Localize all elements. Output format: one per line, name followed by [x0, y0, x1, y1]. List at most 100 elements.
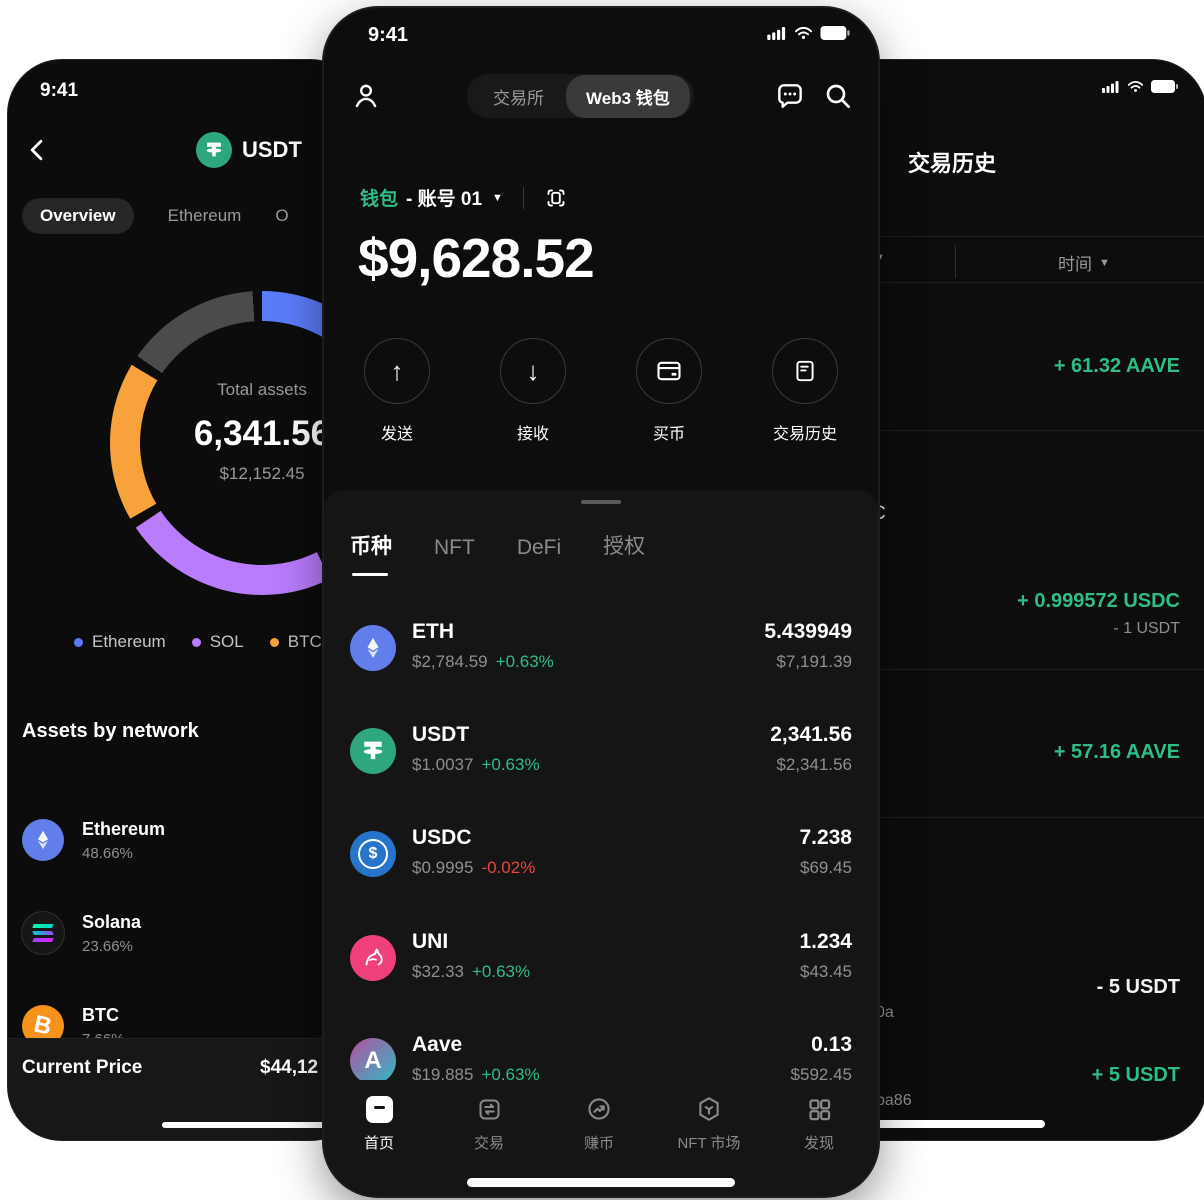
document-icon	[796, 360, 814, 382]
tab-exchange[interactable]: 交易所	[493, 88, 544, 108]
token-symbol: UNI	[412, 930, 449, 953]
network-row-ethereum[interactable]: Ethereum 48.66%	[22, 808, 352, 872]
chat-icon	[778, 84, 802, 108]
tx-amount: + 57.16 AAVE	[1053, 741, 1180, 763]
token-symbol: USDT	[412, 723, 470, 746]
token-row-aave[interactable]: A Aave $19.885 +0.63% 0.13 $592.45	[324, 1011, 878, 1115]
nft-icon	[654, 1094, 764, 1124]
tab-nft[interactable]: NFT	[434, 536, 475, 559]
network-name: Ethereum	[82, 818, 166, 839]
back-button[interactable]	[24, 136, 52, 164]
account-label: - 账号 01	[406, 189, 483, 210]
tab-overview[interactable]: Overview	[22, 198, 134, 234]
donut-center-labels: Total assets 6,341.56 $12,152.45	[110, 380, 364, 484]
uni-icon	[350, 935, 396, 981]
tab-coins[interactable]: 币种	[350, 530, 392, 576]
tx-secondary: - 1 USDT	[1113, 620, 1180, 637]
tx-amount: + 5 USDT	[1091, 1064, 1180, 1086]
person-icon	[355, 84, 377, 108]
token-change: +0.63%	[481, 1065, 540, 1084]
usdt-icon	[350, 728, 396, 774]
nav-earn[interactable]: 赚币	[544, 1094, 654, 1153]
legend-sol: SOL	[191, 632, 244, 652]
home-indicator	[793, 1120, 1045, 1128]
arrow-down-icon: ↓	[500, 338, 566, 404]
token-change: +0.63%	[481, 755, 540, 774]
token-fiat: $7,191.39	[776, 652, 852, 671]
receive-button[interactable]: ↓ 接收	[469, 338, 597, 444]
legend-dot-orange	[269, 637, 279, 647]
tab-web3-wallet[interactable]: Web3 钱包	[566, 74, 690, 118]
legend-btc: BTC	[269, 632, 322, 652]
card-icon	[657, 361, 681, 381]
tab-approvals[interactable]: 授权	[603, 535, 646, 558]
network-pct: 23.66%	[82, 937, 133, 955]
search-icon	[826, 84, 850, 108]
solana-icon	[22, 912, 64, 954]
tx-amount: + 61.32 AAVE	[1053, 355, 1180, 377]
eth-icon	[350, 625, 396, 671]
truncated-address: ba86	[876, 1092, 912, 1109]
token-price: $2,784.59	[412, 652, 488, 671]
truncated-address: 0a	[876, 1004, 894, 1021]
wallet-account-switcher[interactable]: 钱包 - 账号 01 ▼	[360, 184, 568, 211]
segmented-control: 交易所 Web3 钱包	[467, 74, 694, 118]
token-row-eth[interactable]: ETH $2,784.59 +0.63% 5.439949 $7,191.39	[324, 598, 878, 702]
center-phone: 9:41 交易所 Web3 钱包 钱包 - 账号 01 ▼ $9,628.52 …	[324, 8, 878, 1196]
network-pct: 48.66%	[82, 844, 133, 862]
nav-discover[interactable]: 发现	[764, 1094, 874, 1153]
token-price: $32.33	[412, 962, 464, 981]
token-row-usdc[interactable]: $ USDC $0.9995 -0.02% 7.238 $69.45	[324, 804, 878, 908]
total-assets-value: 6,341.56	[193, 414, 331, 453]
status-icons	[1102, 80, 1178, 93]
chevron-left-icon	[30, 139, 43, 161]
tab-defi[interactable]: DeFi	[516, 536, 562, 559]
earn-icon	[544, 1094, 654, 1124]
token-price: $1.0037	[412, 755, 474, 774]
bottom-nav: 首页 交易 赚币 NFT 市场 发现	[324, 1080, 878, 1196]
token-change: +0.63%	[495, 652, 554, 671]
ethereum-icon	[22, 819, 64, 861]
token-fiat: $43.45	[800, 962, 852, 981]
network-row-solana[interactable]: Solana 23.66%	[22, 901, 352, 965]
divider	[522, 186, 524, 209]
header-divider	[955, 245, 956, 278]
current-price-value: $44,12	[260, 1057, 319, 1078]
scan-button[interactable]	[544, 186, 568, 210]
tab-truncated[interactable]: O	[275, 206, 289, 225]
total-assets-fiat: $12,152.45	[219, 464, 305, 483]
token-price: $19.885	[412, 1065, 474, 1084]
nav-home[interactable]: 首页	[324, 1094, 434, 1153]
assets-sheet: 币种 NFT DeFi 授权 ETH $2,784.59 +0.63% 5.439…	[324, 490, 878, 1196]
token-symbol: USDC	[412, 826, 472, 849]
search-button[interactable]	[822, 80, 854, 112]
tx-history-button[interactable]: 交易历史	[741, 338, 869, 444]
buy-crypto-button[interactable]: 买币	[605, 338, 733, 444]
grid-icon	[764, 1094, 874, 1124]
time-column-header[interactable]: 时间 ▼	[1058, 255, 1110, 274]
assets-by-network-heading: Assets by network	[22, 720, 199, 742]
send-button[interactable]: ↑ 发送	[333, 338, 461, 444]
network-name: Solana	[82, 911, 142, 932]
token-row-usdt[interactable]: USDT $1.0037 +0.63% 2,341.56 $2,341.56	[324, 701, 878, 805]
nav-nft-market[interactable]: NFT 市场	[654, 1094, 764, 1153]
token-fiat: $2,341.56	[776, 755, 852, 774]
profile-button[interactable]	[350, 80, 382, 112]
chat-button[interactable]	[774, 80, 806, 112]
legend-dot-purple	[191, 637, 201, 647]
truncated-filter-caret: ▼	[874, 252, 885, 264]
token-change: -0.02%	[481, 858, 536, 877]
legend-dot-blue	[74, 637, 83, 647]
drag-handle[interactable]	[581, 500, 621, 504]
left-tab-bar: Overview Ethereum O	[22, 198, 289, 234]
chevron-down-icon: ▼	[1099, 256, 1110, 269]
token-row-uni[interactable]: UNI $32.33 +0.63% 1.234 $43.45	[324, 908, 878, 1012]
nav-trade[interactable]: 交易	[434, 1094, 544, 1153]
signal-icon	[767, 26, 786, 40]
total-balance: $9,628.52	[358, 227, 595, 289]
tab-ethereum[interactable]: Ethereum	[167, 206, 242, 225]
usdc-icon: $	[350, 831, 396, 877]
usdt-icon	[196, 132, 232, 168]
token-title: USDT	[242, 137, 302, 162]
arrow-up-icon: ↑	[364, 338, 430, 404]
